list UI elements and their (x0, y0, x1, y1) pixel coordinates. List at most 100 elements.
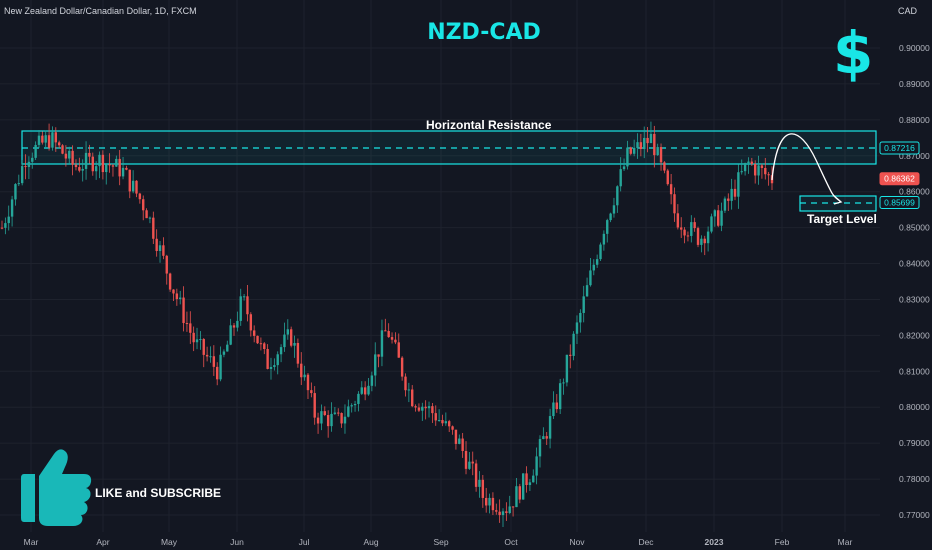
candle-body (34, 144, 37, 158)
candle-body (434, 413, 437, 421)
candle-body (326, 415, 330, 427)
candle-body (91, 156, 94, 172)
x-tick-label: Dec (638, 537, 654, 547)
candle-body (172, 289, 175, 294)
candle-body (680, 227, 683, 230)
candle-body (515, 486, 518, 508)
y-tick-label: 0.81000 (899, 366, 930, 376)
candle-body (488, 497, 491, 506)
candle-body (733, 188, 737, 197)
y-tick-label: 0.83000 (899, 294, 930, 304)
candle-body (44, 135, 47, 143)
candle-body (619, 169, 622, 187)
symbol-title: New Zealand Dollar/Canadian Dollar, 1D, … (4, 6, 197, 16)
candle-body (330, 413, 333, 427)
y-tick-label: 0.85000 (899, 223, 930, 233)
candle-body (212, 356, 216, 367)
candle-body (696, 228, 700, 245)
candle-body (236, 320, 239, 328)
candle-body (64, 153, 68, 159)
candle-body (659, 147, 663, 163)
time-axis[interactable]: Mar Apr May Jun Jul Aug Sep Oct Nov Dec 2023 Feb Mar (24, 537, 853, 547)
candle-body (0, 227, 4, 229)
candle-body (636, 142, 639, 148)
candle-body (626, 147, 629, 167)
dollar-icon: $ (833, 19, 874, 87)
candle-body (474, 463, 478, 487)
candle-body (71, 150, 74, 165)
candle-body (706, 231, 710, 244)
candle-body (501, 511, 505, 516)
candle-body (155, 238, 158, 251)
candle-body (384, 330, 387, 332)
candle-body (202, 339, 205, 355)
candle-body (333, 412, 337, 414)
candle-body (273, 365, 276, 368)
candle-body (414, 406, 417, 408)
candle-body (451, 426, 454, 430)
candle-body (468, 461, 471, 469)
price-badge-resistance (879, 141, 920, 155)
candle-body (7, 216, 10, 224)
candle-body (242, 296, 246, 298)
candle-body (582, 296, 585, 313)
candle-body (269, 367, 273, 369)
price-badge-label: 0.87216 (884, 143, 915, 153)
candle-body (125, 167, 128, 170)
candle-body (41, 135, 44, 143)
candle-body (609, 213, 612, 221)
candle-body (209, 356, 212, 358)
candle-body (649, 133, 653, 144)
candle-body (683, 229, 686, 236)
candle-body (323, 411, 326, 416)
curved-arrow-icon (771, 133, 843, 205)
candle-body (589, 270, 592, 286)
x-tick-label: Apr (96, 537, 109, 547)
chart-grid (0, 0, 880, 532)
x-tick-label: Jul (299, 537, 310, 547)
candle-body (51, 132, 54, 148)
candle-body (676, 213, 680, 228)
candle-body (575, 322, 579, 334)
y-tick-label: 0.86000 (899, 187, 930, 197)
y-tick-label: 0.80000 (899, 402, 930, 412)
price-badge-last-price (879, 172, 920, 186)
candle-body (505, 511, 508, 513)
candle-body (31, 157, 34, 162)
candle-body (653, 133, 656, 156)
candle-body (387, 330, 390, 338)
candle-body (27, 161, 31, 168)
candle-body (730, 188, 733, 201)
candle-body (411, 389, 414, 407)
candle-body (303, 374, 306, 378)
price-axis[interactable]: 0.90000 0.89000 0.88000 0.87000 0.86000 0.850… (899, 43, 930, 520)
candle-body (767, 174, 770, 176)
target-label: Target Level (807, 212, 877, 226)
x-tick-label: Mar (24, 537, 39, 547)
candle-body (205, 354, 209, 357)
price-badge-target (879, 196, 920, 210)
candle-body (444, 421, 448, 424)
candle-body (192, 332, 195, 343)
price-badge-label: 0.86362 (884, 174, 915, 184)
candle-body (252, 330, 256, 336)
candle-body (548, 416, 552, 439)
like-subscribe-text: LIKE and SUBSCRIBE (95, 486, 222, 500)
candle-body (286, 329, 290, 335)
candle-body (750, 161, 754, 165)
y-tick-label: 0.87000 (899, 151, 930, 161)
candle-body (118, 158, 121, 177)
x-tick-label: Aug (363, 537, 378, 547)
candle-body (347, 406, 350, 417)
candle-body (145, 210, 148, 219)
candle-body (306, 374, 310, 391)
price-badges: 0.87216 0.86362 0.85699 (879, 141, 920, 210)
candle-body (760, 165, 764, 169)
candle-body (158, 245, 162, 251)
candle-body (98, 154, 101, 167)
candle-body (562, 382, 565, 384)
candle-body (68, 150, 71, 159)
candle-body (579, 312, 582, 323)
candle-body (249, 314, 253, 331)
